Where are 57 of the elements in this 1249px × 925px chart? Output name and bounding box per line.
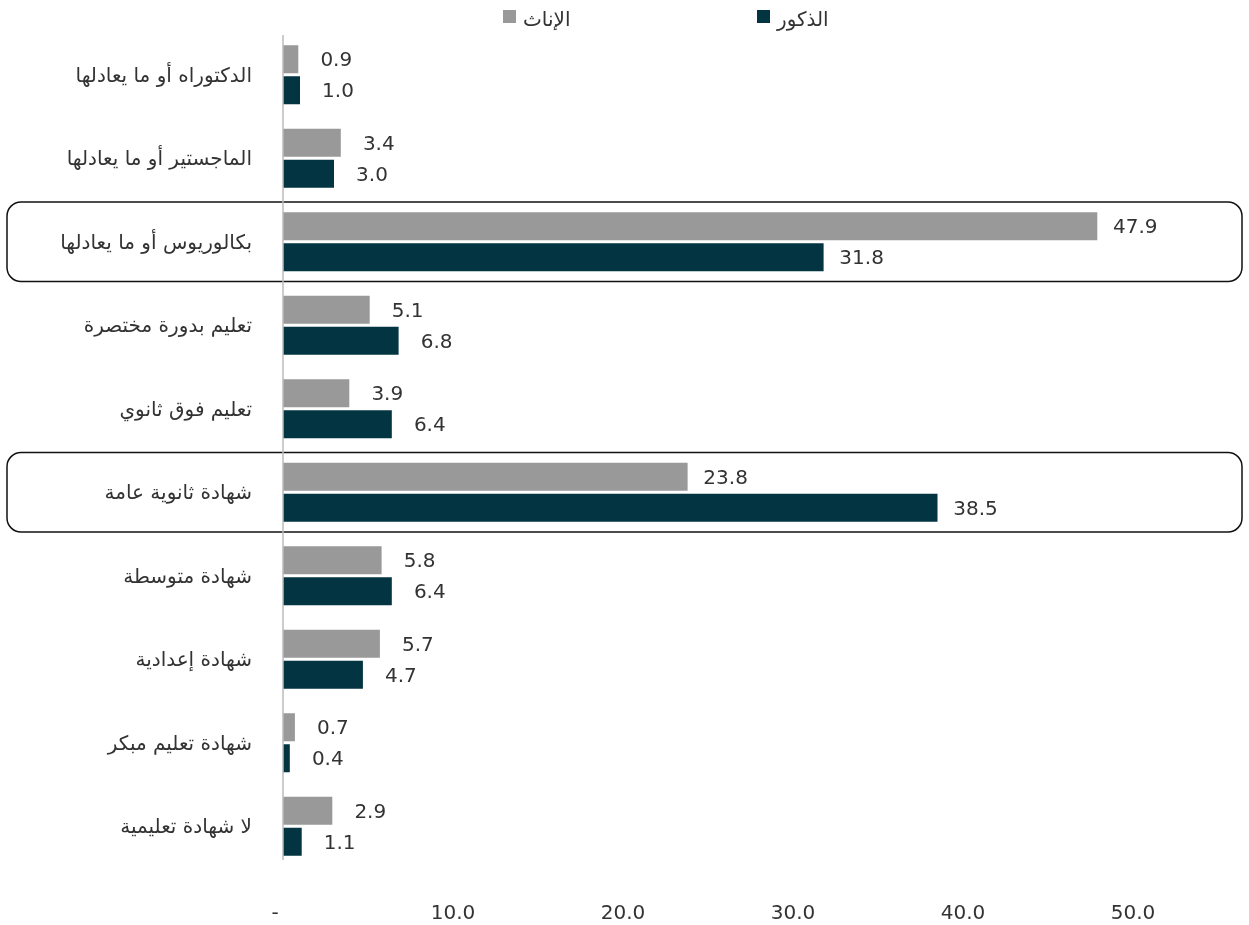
- y-tick-label: تعليم فوق ثانوي: [119, 396, 252, 422]
- bar: [283, 827, 302, 856]
- text: 1.0: [322, 78, 354, 103]
- bar: [283, 493, 938, 522]
- y-tick-label: شهادة ثانوية عامة: [104, 480, 252, 505]
- text: 6.4: [413, 579, 446, 604]
- bar: [283, 462, 688, 491]
- bar: [283, 295, 370, 324]
- legend-label: الذكور: [776, 7, 829, 31]
- y-tick-label: شهادة متوسطة: [123, 563, 252, 588]
- x-tick-label: 50.0: [1110, 900, 1156, 924]
- text: 6.4: [413, 412, 446, 437]
- text: 31.8: [839, 245, 884, 270]
- text: 6.8: [420, 328, 453, 353]
- text: 2.9: [354, 798, 387, 823]
- bar: [283, 713, 295, 742]
- y-tick-label: لا شهادة تعليمية: [120, 814, 252, 839]
- text: 0.9: [320, 47, 353, 72]
- text: 1.1: [323, 829, 356, 854]
- text: 0.4: [311, 746, 344, 771]
- bar: [283, 410, 392, 439]
- text: 38.5: [953, 495, 998, 520]
- text: 3.9: [371, 381, 404, 406]
- bar: [283, 159, 334, 188]
- bar: [283, 128, 341, 157]
- text: 5.7: [401, 631, 434, 656]
- bar: [283, 326, 399, 355]
- text: 0.7: [316, 715, 349, 740]
- bar: [283, 629, 380, 658]
- y-tick-label: بكالوريوس أو ما يعادلها: [60, 228, 252, 254]
- text: 23.8: [703, 464, 748, 489]
- bar: [283, 212, 1098, 241]
- y-tick-label: الدكتوراه أو ما يعادلها: [75, 61, 252, 87]
- text: 5.1: [391, 297, 424, 322]
- bar: [283, 243, 824, 272]
- bar: [283, 45, 299, 74]
- text: 5.8: [403, 548, 436, 573]
- legend-label: الإناث: [523, 7, 571, 31]
- x-tick-label: -: [271, 900, 279, 924]
- bar: [283, 379, 350, 408]
- y-tick-label: الماجستير أو ما يعادلها: [66, 145, 252, 171]
- bar: [283, 546, 382, 575]
- x-tick-label: 30.0: [770, 900, 816, 924]
- text: 4.7: [384, 662, 417, 687]
- bar: [283, 660, 363, 689]
- x-tick-label: 20.0: [600, 900, 646, 924]
- bar: [283, 796, 333, 825]
- x-tick-label: 10.0: [430, 900, 476, 924]
- text: 47.9: [1113, 214, 1158, 239]
- bar: [283, 76, 300, 105]
- text: 3.4: [362, 130, 395, 155]
- y-tick-label: تعليم بدورة مختصرة: [83, 313, 252, 338]
- y-tick-label: شهادة تعليم مبكر: [106, 730, 252, 755]
- x-tick-label: 40.0: [940, 900, 986, 924]
- y-tick-label: شهادة إعدادية: [135, 647, 252, 673]
- text: 3.0: [356, 161, 388, 186]
- bar: [283, 577, 392, 606]
